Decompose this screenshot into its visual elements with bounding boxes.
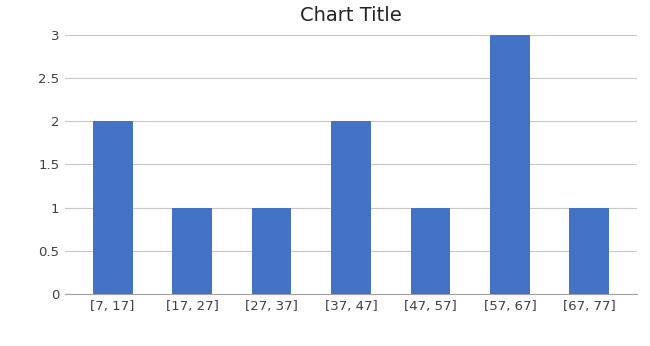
Bar xyxy=(569,208,609,294)
Bar xyxy=(93,121,133,294)
Bar xyxy=(411,208,450,294)
Bar xyxy=(252,208,291,294)
Title: Chart Title: Chart Title xyxy=(300,6,402,25)
Bar xyxy=(331,121,371,294)
Bar xyxy=(172,208,212,294)
Bar xyxy=(490,35,530,294)
